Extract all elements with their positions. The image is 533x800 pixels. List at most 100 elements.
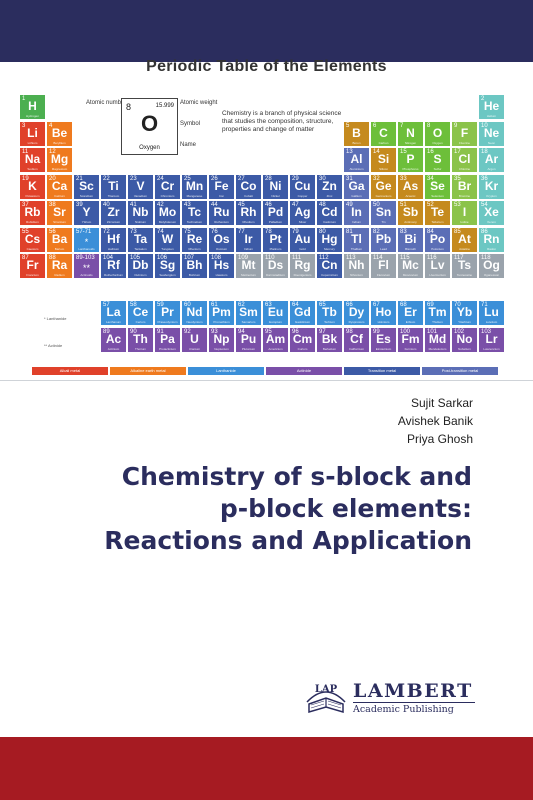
element-name: Sulfur xyxy=(433,167,442,171)
element-symbol: Kr xyxy=(484,178,499,193)
element-number: 4 xyxy=(49,122,53,129)
element-symbol: Cr xyxy=(160,178,175,193)
element-name: Magnesium xyxy=(51,167,68,171)
element-name: Boron xyxy=(352,140,361,145)
element-name: Hydrogen xyxy=(25,114,39,118)
element-number: 92 xyxy=(184,329,191,335)
element-number: 61 xyxy=(211,302,218,308)
element-symbol: Se xyxy=(430,178,445,193)
element-number: 57 xyxy=(103,302,110,308)
element-dy: 66 Dy Dysprosium xyxy=(344,301,369,325)
element-number: 76 xyxy=(211,228,218,235)
element-number: 43 xyxy=(184,202,191,208)
element-number: 109 xyxy=(238,255,249,261)
element-symbol: Xe xyxy=(484,205,499,219)
element-name: Thallium xyxy=(350,246,363,251)
element-symbol: Sc xyxy=(79,178,94,193)
top-color-band xyxy=(0,0,533,62)
element-number: 74 xyxy=(157,228,164,235)
element-name: Uranium xyxy=(188,347,201,351)
element-number: 14 xyxy=(373,149,380,155)
element-number: 5 xyxy=(346,122,350,129)
element-fr: 87 Fr Francium xyxy=(20,254,45,278)
element-name: Antimony xyxy=(404,220,417,224)
element-name: Chromium xyxy=(160,193,175,198)
bottom-color-band xyxy=(0,737,533,800)
element-ho: 67 Ho Holmium xyxy=(371,301,396,325)
element-symbol: Tc xyxy=(187,205,202,219)
element-name: Iron xyxy=(218,193,225,198)
element-name: Californium xyxy=(348,347,365,351)
element-number: 47 xyxy=(292,202,299,208)
element-k: 19 K Potassium xyxy=(20,174,45,199)
element-symbol: Nd xyxy=(186,305,203,319)
element-name: Molybdenum xyxy=(158,220,177,224)
element-number: 96 xyxy=(292,329,299,335)
element-number: 89-103 xyxy=(76,255,95,261)
element-sc: 21 Sc Scandium xyxy=(74,174,99,199)
element-number: 9 xyxy=(454,122,458,129)
element-name: Samarium xyxy=(241,320,256,324)
element-symbol: Mt xyxy=(241,258,256,272)
element-cl: 17 Cl Chlorine xyxy=(452,148,477,172)
element-cm: 96 Cm Curium xyxy=(290,328,315,352)
element-name: Potassium xyxy=(25,193,40,198)
element-hs: 108 Hs Hassium xyxy=(209,254,234,278)
element-name: Silver xyxy=(298,220,307,224)
element-name: Technetium xyxy=(186,220,203,224)
element-au: 79 Au Gold xyxy=(290,227,315,252)
element-legend-key: 8 15.999 O Oxygen xyxy=(121,98,178,155)
element-se: 34 Se Selenium xyxy=(425,174,450,199)
publisher-rule xyxy=(353,702,475,703)
element-rf: 104 Rf Rutherfordium xyxy=(101,254,126,278)
element-name: Berkelium xyxy=(322,347,337,351)
element-number: 22 xyxy=(103,175,110,182)
element-name: Plutonium xyxy=(241,347,256,351)
element-name: Dubnium xyxy=(134,273,147,277)
element-symbol: Hg xyxy=(321,231,338,246)
name-label: Name xyxy=(180,142,197,148)
element-symbol: Sr xyxy=(53,205,66,219)
element-bi: 83 Bi Bismuth xyxy=(398,227,423,252)
element-number: 89 xyxy=(103,329,110,335)
element-eu: 63 Eu Europium xyxy=(263,301,288,325)
element-db: 105 Db Dubnium xyxy=(128,254,153,278)
actinide-series-label: ** Actinide xyxy=(44,343,63,348)
element-th: 90 Th Thorium xyxy=(128,328,153,352)
element-name: Nickel xyxy=(271,193,280,198)
element-tm: 69 Tm Thulium xyxy=(425,301,450,325)
element-name: Rutherfordium xyxy=(103,273,123,277)
element-symbol: Ba xyxy=(51,231,68,246)
element-name: Lanthanum xyxy=(105,320,121,324)
element-symbol: Ar xyxy=(484,152,499,166)
element-ga: 31 Ga Gallium xyxy=(344,174,369,199)
element-name: Hassium xyxy=(215,273,228,277)
element-symbol: Zr xyxy=(107,205,120,219)
element-symbol: Rh xyxy=(240,205,257,219)
element-symbol: Rb xyxy=(24,205,41,219)
element-name: Osmium xyxy=(215,246,228,251)
element-symbol: Lu xyxy=(484,305,499,319)
element-ba: 56 Ba Barium xyxy=(47,227,72,252)
element-pb: 82 Pb Lead xyxy=(371,227,396,252)
element-name: Arsenic xyxy=(405,193,416,198)
element-symbol: Tm xyxy=(428,305,447,319)
element-name: Darmstadtium xyxy=(266,273,285,277)
element-name: Fermium xyxy=(404,347,417,351)
element-sr: 38 Sr Strontium xyxy=(47,201,72,225)
element-number: 102 xyxy=(454,329,465,335)
element-symbol: Mc xyxy=(402,258,419,272)
element-symbol: Yb xyxy=(456,305,473,319)
element-o: 8 O Oxygen xyxy=(425,121,450,146)
element-number: 88 xyxy=(49,255,56,261)
category-actinide: Actinide xyxy=(266,367,342,375)
element-name: Oganesson xyxy=(483,273,500,277)
element-name: Promethium xyxy=(213,320,230,324)
element-rh: 45 Rh Rhodium xyxy=(236,201,261,225)
element-name: Indium xyxy=(351,220,361,224)
category-label: Alkaline earth metal xyxy=(130,368,166,373)
element-symbol: Cl xyxy=(458,152,471,166)
element-symbol: S xyxy=(433,152,442,166)
element-number: 48 xyxy=(319,202,326,208)
element-name: Ytterbium xyxy=(458,320,471,324)
